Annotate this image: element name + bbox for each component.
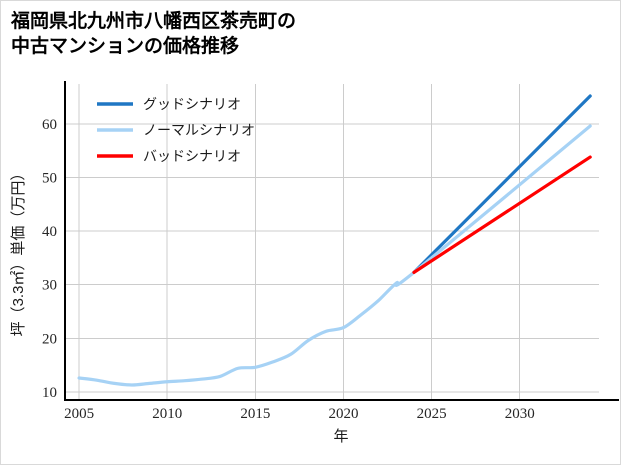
x-tick-label: 2015	[240, 406, 270, 422]
y-tick-label: 40	[42, 224, 57, 240]
legend-label-2: バッドシナリオ	[143, 150, 241, 165]
page-title: 福岡県北九州市八幡西区茶売町の 中古マンションの価格推移	[11, 11, 297, 57]
gridlines-group	[65, 84, 599, 400]
x-tick-labels-group: 2005 2010 2015 2020 2025 2030	[64, 406, 535, 422]
legend-label-0: グッドシナリオ	[143, 97, 241, 113]
y-tick-label: 50	[42, 170, 57, 186]
y-axis-title: 坪（3.3㎡）単価（万円）	[10, 166, 27, 337]
y-tick-label: 30	[42, 278, 57, 294]
series-line-グッドシナリオ	[412, 94, 592, 274]
x-tick-label: 2005	[64, 406, 94, 422]
y-tick-label: 20	[42, 331, 57, 347]
y-tick-label: 10	[42, 385, 57, 401]
series-line-ノーマルシナリオ	[77, 124, 592, 387]
y-tick-labels-group: 10 20 30 40 50 60	[42, 117, 57, 401]
y-tick-label: 60	[42, 117, 57, 133]
series-lines-group	[77, 94, 592, 387]
x-tick-label: 2020	[328, 406, 358, 422]
series-line-バッドシナリオ	[412, 155, 592, 274]
x-axis-title: 年	[333, 428, 348, 445]
x-tick-label: 2010	[152, 406, 182, 422]
x-tick-label: 2030	[505, 406, 535, 422]
legend-label-1: ノーマルシナリオ	[143, 124, 255, 139]
axis-lines-group	[63, 81, 619, 402]
x-tick-label: 2025	[417, 406, 447, 422]
